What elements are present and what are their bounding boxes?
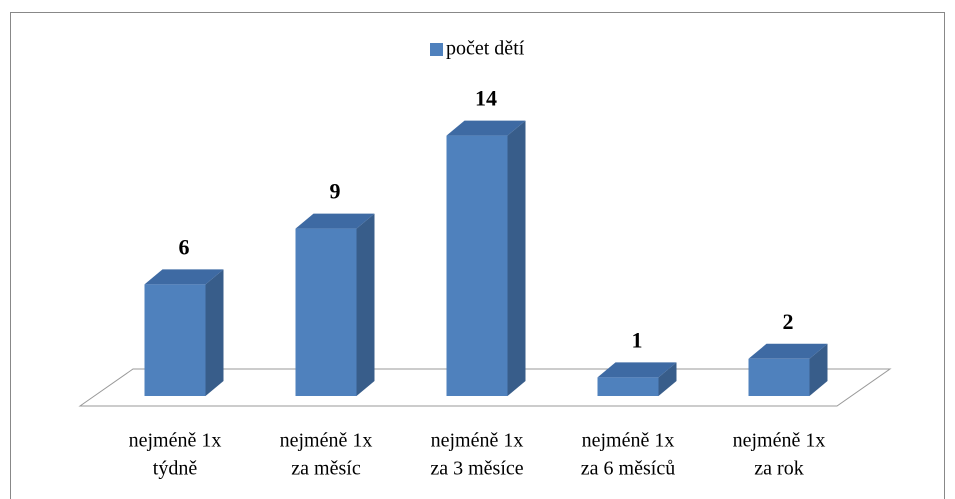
x-tick-label: za 3 měsíce <box>430 458 523 480</box>
bar <box>144 284 206 396</box>
bar <box>597 377 659 396</box>
bar-side <box>809 343 828 396</box>
bar-side <box>356 213 375 396</box>
bar-top <box>748 343 828 359</box>
bar-top <box>295 213 375 229</box>
x-tick-label: za 6 měsíců <box>581 458 675 480</box>
x-tick-label: nejméně 1x <box>733 430 826 452</box>
x-tick-label: nejméně 1x <box>431 430 524 452</box>
legend-label: počet dětí <box>446 38 525 60</box>
value-label: 9 <box>330 179 341 204</box>
bar <box>295 228 357 396</box>
x-tick-label: nejméně 1x <box>582 430 675 452</box>
value-label: 1 <box>632 327 643 352</box>
x-tick-label: za rok <box>754 458 803 480</box>
value-label: 2 <box>783 309 794 334</box>
bar-side <box>658 362 677 396</box>
bar-top <box>144 269 224 285</box>
bar-top <box>597 362 677 378</box>
bar <box>748 358 810 396</box>
bar-side <box>507 120 526 396</box>
bar-top <box>446 120 526 136</box>
value-label: 14 <box>475 86 497 111</box>
bar <box>446 135 508 396</box>
x-tick-label: nejméně 1x <box>280 430 373 452</box>
legend-swatch <box>430 43 443 56</box>
value-label: 6 <box>179 234 190 259</box>
x-tick-label: za měsíc <box>291 458 361 480</box>
bar-side <box>205 269 224 396</box>
x-tick-label: týdně <box>153 458 198 480</box>
x-tick-label: nejméně 1x <box>129 430 222 452</box>
